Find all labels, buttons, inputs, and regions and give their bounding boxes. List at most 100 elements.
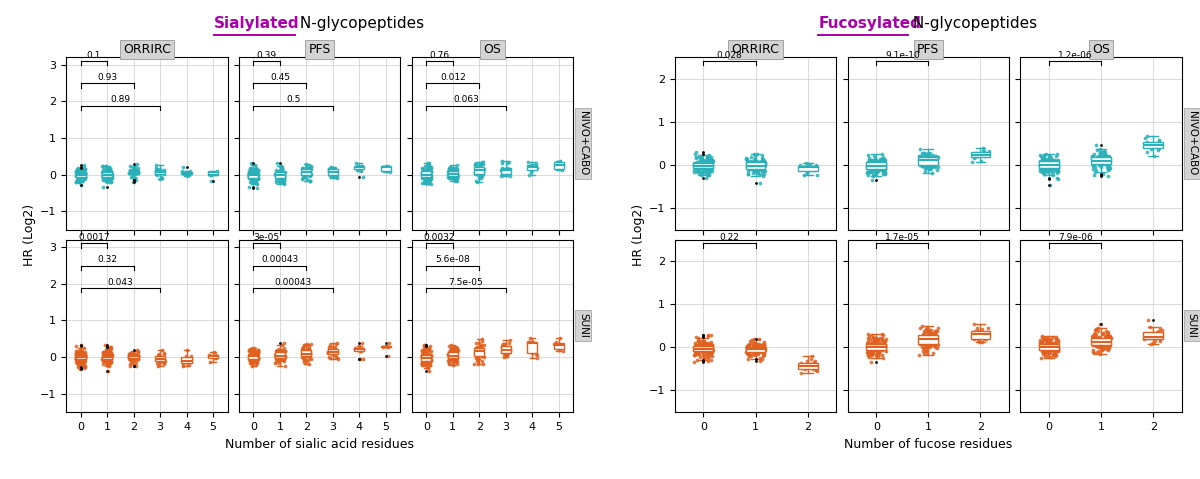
- PathPatch shape: [527, 165, 538, 170]
- Point: [71, 169, 90, 177]
- Point: [1039, 345, 1058, 353]
- Point: [742, 153, 761, 161]
- Point: [245, 167, 264, 175]
- Point: [868, 160, 887, 168]
- Point: [413, 172, 432, 180]
- Point: [245, 168, 264, 175]
- Point: [70, 352, 89, 360]
- Point: [755, 161, 774, 169]
- Point: [445, 174, 464, 182]
- Point: [1087, 340, 1106, 347]
- Point: [96, 354, 115, 361]
- Point: [444, 166, 463, 174]
- Point: [446, 354, 466, 362]
- Point: [442, 167, 461, 175]
- Point: [1034, 342, 1054, 350]
- Point: [1038, 339, 1057, 347]
- Point: [1087, 331, 1106, 339]
- Point: [68, 167, 88, 175]
- Point: [319, 165, 338, 173]
- Point: [414, 347, 433, 355]
- Text: 7.9e-06: 7.9e-06: [1057, 233, 1092, 242]
- Point: [102, 352, 121, 359]
- Point: [248, 170, 268, 177]
- Point: [1037, 335, 1056, 342]
- Point: [917, 163, 936, 171]
- Point: [859, 344, 878, 352]
- Point: [702, 342, 721, 350]
- Point: [473, 349, 492, 357]
- Point: [275, 170, 294, 178]
- Point: [551, 158, 570, 165]
- Point: [76, 170, 95, 177]
- PathPatch shape: [181, 172, 192, 174]
- Point: [697, 167, 716, 175]
- Point: [702, 347, 721, 354]
- Point: [296, 347, 316, 354]
- Point: [498, 346, 517, 354]
- Point: [73, 167, 92, 175]
- Point: [444, 361, 463, 369]
- Point: [448, 354, 467, 362]
- Point: [690, 346, 709, 354]
- Point: [923, 339, 942, 346]
- Point: [446, 350, 466, 358]
- Point: [469, 339, 488, 347]
- Point: [68, 175, 88, 183]
- Point: [746, 346, 766, 354]
- Point: [923, 170, 942, 177]
- Point: [755, 167, 774, 174]
- Point: [1140, 333, 1159, 341]
- Point: [737, 163, 756, 171]
- Point: [323, 348, 342, 355]
- Point: [746, 347, 766, 355]
- Point: [154, 354, 173, 362]
- Point: [686, 349, 706, 356]
- Point: [492, 160, 511, 167]
- Point: [965, 336, 984, 343]
- Point: [700, 151, 719, 159]
- Point: [1048, 169, 1067, 177]
- Point: [98, 352, 118, 360]
- Point: [1098, 328, 1117, 336]
- Point: [1042, 340, 1061, 347]
- Point: [241, 173, 260, 181]
- Point: [1150, 335, 1169, 343]
- Point: [1036, 163, 1055, 171]
- Point: [124, 168, 143, 176]
- Point: [244, 166, 263, 174]
- Point: [862, 163, 881, 171]
- Point: [293, 164, 312, 171]
- Point: [914, 332, 934, 340]
- Point: [1088, 334, 1108, 342]
- Point: [738, 342, 757, 350]
- Point: [914, 149, 934, 157]
- Point: [94, 350, 113, 358]
- Point: [911, 156, 930, 164]
- PathPatch shape: [102, 355, 112, 359]
- Point: [94, 163, 113, 171]
- PathPatch shape: [421, 171, 431, 177]
- Point: [269, 170, 288, 178]
- Point: [752, 167, 772, 174]
- Point: [296, 160, 316, 168]
- Point: [439, 173, 458, 181]
- Point: [97, 171, 116, 178]
- Point: [918, 331, 937, 339]
- Point: [469, 352, 488, 359]
- Point: [97, 361, 116, 368]
- Point: [870, 342, 889, 350]
- Point: [926, 158, 946, 165]
- Point: [444, 357, 463, 365]
- Point: [419, 172, 438, 180]
- Point: [754, 351, 773, 359]
- Point: [918, 163, 937, 171]
- Point: [492, 343, 511, 351]
- Point: [1032, 160, 1051, 167]
- Point: [181, 354, 200, 362]
- Point: [266, 172, 286, 180]
- Point: [694, 163, 713, 171]
- Point: [1045, 345, 1064, 353]
- Point: [698, 152, 718, 160]
- Point: [241, 359, 260, 366]
